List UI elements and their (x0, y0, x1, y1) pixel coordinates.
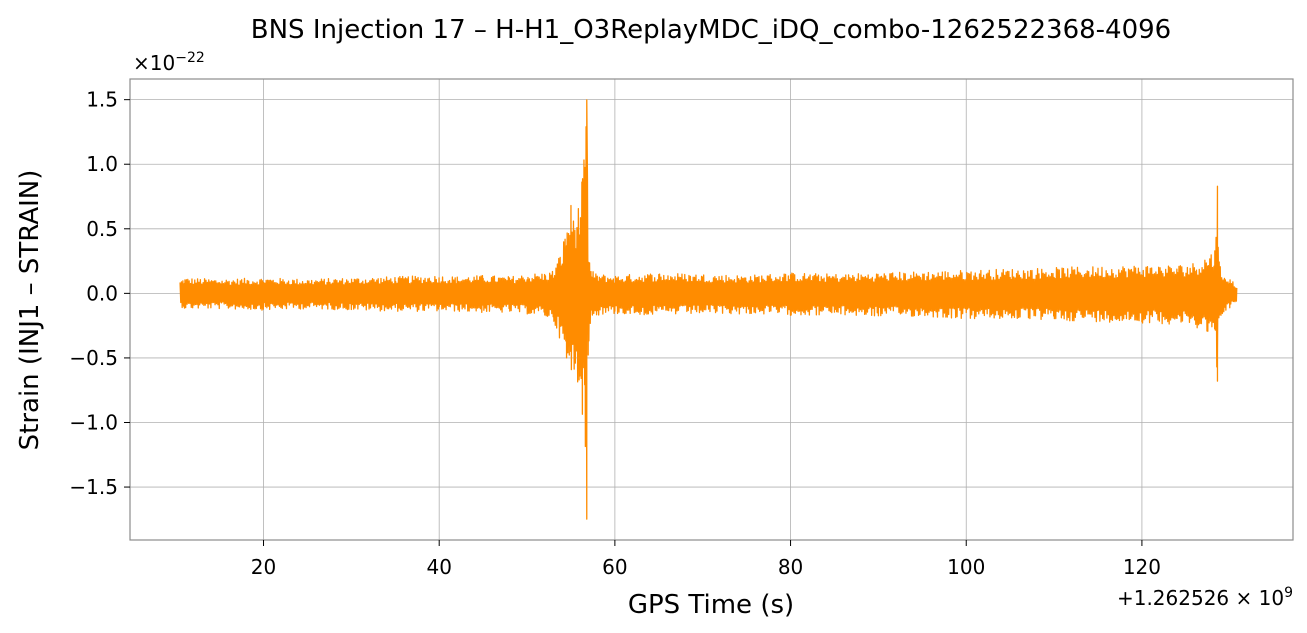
y-axis-label: Strain (INJ1 – STRAIN) (15, 170, 45, 451)
plot-frame (129, 78, 1294, 541)
x-tick-label: 60 (602, 555, 627, 579)
x-tick-label: 120 (1123, 555, 1161, 579)
x-offset-prefix: +1.262526 × 10 (1117, 586, 1284, 610)
y-multiplier-base: ×10 (133, 51, 175, 75)
x-tick-label: 80 (778, 555, 803, 579)
y-tick-label: 0.5 (86, 217, 118, 241)
y-tick-label: 0.0 (86, 281, 118, 305)
y-tick-label: −1.0 (69, 410, 118, 434)
x-tick-label: 20 (251, 555, 276, 579)
y-axis-multiplier: ×10−22 (133, 50, 205, 75)
strain-series-line (179, 99, 1238, 520)
y-tick-label: 1.5 (86, 88, 118, 112)
x-axis-label: GPS Time (s) (628, 590, 794, 620)
tick-layer: 20 40 60 80 100 120 1.5 1.0 0.5 0.0 −0.5 −1.0 −1.5 (69, 88, 1161, 579)
data-layer (179, 99, 1238, 520)
chart-title: BNS Injection 17 – H-H1_O3ReplayMDC_iDQ_… (251, 15, 1171, 45)
x-axis-offset: +1.262526 × 109 (1117, 585, 1293, 610)
x-tick-label: 40 (426, 555, 451, 579)
y-tick-label: −1.5 (69, 475, 118, 499)
y-tick-label: −0.5 (69, 346, 118, 370)
x-offset-exponent: 9 (1284, 585, 1293, 601)
x-tick-label: 100 (947, 555, 985, 579)
y-tick-label: 1.0 (86, 152, 118, 176)
y-multiplier-exponent: −22 (175, 50, 205, 66)
